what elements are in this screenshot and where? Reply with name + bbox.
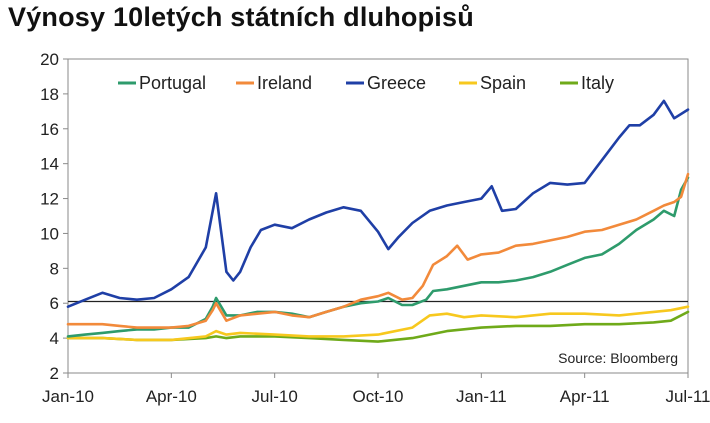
x-tick-label: Jul-10 xyxy=(252,387,298,406)
series-lines xyxy=(66,99,690,343)
y-tick-label: 20 xyxy=(40,50,59,69)
legend-label-italy: Italy xyxy=(581,73,614,93)
legend-label-ireland: Ireland xyxy=(257,73,312,93)
x-tick-label: Jan-11 xyxy=(456,387,507,406)
source-note: Source: Bloomberg xyxy=(558,350,678,366)
y-tick-label: 14 xyxy=(40,155,59,174)
legend: Portugal Ireland Greece Spain Italy xyxy=(118,73,614,93)
plot-area-frame xyxy=(67,58,689,374)
x-tick-label: Jul-11 xyxy=(665,387,710,406)
x-axis: Jan-10 Apr-10 Jul-10 Oct-10 Jan-11 Apr-11 Jul-… xyxy=(42,373,710,406)
y-tick-label: 2 xyxy=(50,364,59,383)
x-tick-label: Jan-10 xyxy=(42,387,94,406)
series-line-spain xyxy=(66,305,690,342)
y-tick-label: 16 xyxy=(40,120,59,139)
legend-label-spain: Spain xyxy=(480,73,526,93)
y-tick-label: 12 xyxy=(40,190,59,209)
legend-label-greece: Greece xyxy=(367,73,426,93)
y-tick-label: 8 xyxy=(50,259,59,278)
x-tick-label: Apr-10 xyxy=(146,387,197,406)
y-axis: 2 4 6 8 10 12 14 16 18 20 xyxy=(40,50,68,383)
chart-title: Výnosy 10letých státních dluhopisů xyxy=(8,2,474,32)
series-line-portugal xyxy=(66,176,690,338)
y-tick-label: 6 xyxy=(50,294,59,313)
y-tick-label: 18 xyxy=(40,85,59,104)
y-tick-label: 10 xyxy=(40,224,59,243)
x-tick-label: Apr-11 xyxy=(560,387,610,406)
series-line-greece xyxy=(66,99,690,309)
legend-label-portugal: Portugal xyxy=(139,73,206,93)
y-tick-label: 4 xyxy=(50,329,59,348)
x-tick-label: Oct-10 xyxy=(352,387,403,406)
series-line-ireland xyxy=(66,172,690,329)
